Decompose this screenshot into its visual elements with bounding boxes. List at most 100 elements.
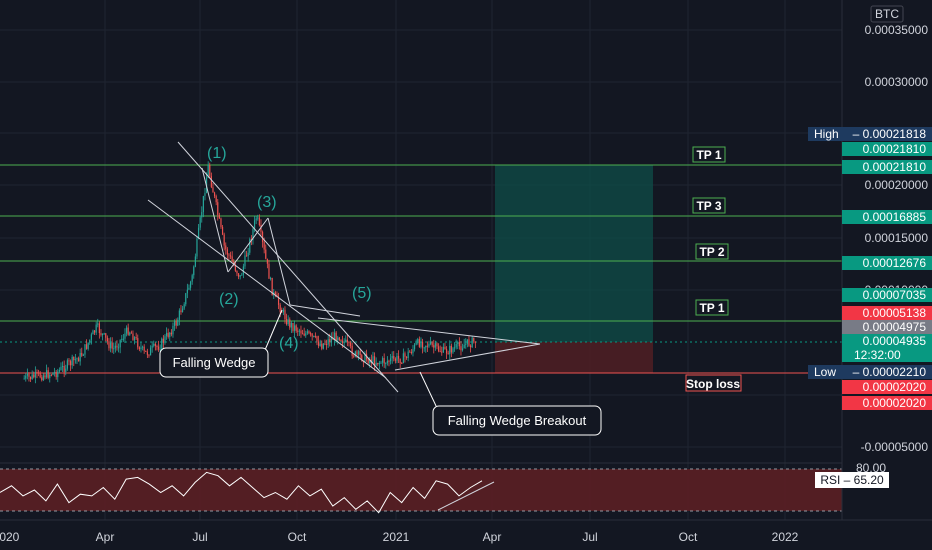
price-tag-value: – 0.00002210	[853, 365, 927, 379]
candle	[143, 346, 145, 351]
candle	[90, 334, 92, 340]
candle	[367, 359, 369, 364]
candle	[325, 344, 328, 346]
candle	[329, 339, 331, 343]
candle	[298, 330, 300, 332]
candle	[415, 343, 417, 345]
candle	[295, 325, 297, 331]
candle	[188, 287, 190, 290]
wave-label-2: (2)	[219, 291, 239, 308]
candle	[322, 343, 324, 349]
svg-text:Stop loss: Stop loss	[686, 377, 740, 391]
tp2-label: TP 2	[695, 243, 729, 260]
candle	[141, 346, 144, 348]
candle	[284, 309, 286, 320]
candle	[132, 333, 134, 341]
candlestick-series	[23, 161, 476, 384]
price-tag-value: – 0.00021818	[853, 127, 927, 141]
candle	[417, 339, 419, 344]
svg-text:TP 3: TP 3	[696, 199, 721, 213]
candle	[340, 339, 342, 341]
candle	[65, 368, 67, 372]
candle	[449, 345, 451, 355]
candle	[223, 234, 225, 246]
candle	[29, 376, 32, 379]
candle	[125, 327, 128, 334]
candle	[57, 371, 59, 378]
candle	[68, 360, 70, 362]
candle	[429, 342, 432, 344]
candle	[266, 258, 268, 264]
candle	[439, 351, 441, 353]
y-tick: 0.00030000	[865, 75, 929, 89]
price-tag-value: 0.00021810	[863, 142, 927, 156]
candle	[465, 343, 467, 345]
candle	[117, 347, 120, 349]
x-tick: Apr	[96, 530, 115, 544]
candle	[314, 335, 316, 337]
candle	[308, 331, 310, 334]
candle	[450, 345, 452, 353]
candle	[202, 195, 204, 213]
candle	[103, 333, 105, 335]
y-tick: 0.00015000	[865, 231, 929, 245]
candle	[301, 333, 304, 335]
candle	[388, 360, 390, 362]
candle	[201, 212, 203, 218]
candle	[364, 353, 366, 363]
candle	[76, 358, 78, 360]
price-tag-value: 0.00012676	[863, 256, 927, 270]
candle	[255, 218, 257, 221]
candle	[167, 332, 169, 337]
candle	[370, 359, 372, 363]
candle	[249, 239, 251, 253]
callout-breakout[interactable]: Falling Wedge Breakout	[419, 371, 602, 436]
candle	[468, 339, 470, 346]
wave-label-1: (1)	[207, 145, 227, 162]
candle	[290, 322, 292, 328]
price-tag-value: 0.00002020	[863, 380, 927, 394]
candle	[253, 220, 256, 229]
candle	[239, 275, 241, 277]
price-tag-box	[808, 365, 932, 379]
price-tag-value: 0.00016885	[863, 210, 927, 224]
candle	[221, 226, 224, 235]
candle	[433, 345, 435, 348]
candle	[31, 374, 33, 379]
price-axis[interactable]: BTC 0.00035000 0.00030000 0.00020000 0.0…	[808, 0, 932, 550]
candle	[84, 344, 86, 355]
candle	[156, 346, 158, 348]
candle	[268, 263, 270, 279]
candle	[405, 356, 408, 358]
candle	[412, 349, 414, 354]
candle	[137, 338, 139, 348]
tp1-label: TP 1	[695, 299, 729, 316]
candle	[337, 337, 339, 341]
callout-falling-wedge[interactable]: Falling Wedge	[159, 309, 283, 378]
price-tag-box	[842, 142, 932, 156]
candle	[452, 348, 454, 353]
candle	[130, 332, 132, 334]
candle	[58, 370, 60, 372]
candle	[42, 375, 44, 381]
candle	[386, 360, 388, 364]
time-axis[interactable]: 2020 Apr Jul Oct 2021 Apr Jul Oct 2022	[0, 519, 932, 550]
y-tick: 0.00035000	[865, 23, 929, 37]
candle	[218, 214, 220, 219]
x-tick: Oct	[288, 530, 307, 544]
candle	[79, 352, 81, 362]
svg-text:TP 1: TP 1	[699, 301, 724, 315]
candle	[361, 355, 363, 361]
candle	[394, 358, 396, 361]
candle	[233, 261, 235, 265]
rsi-trendline	[437, 481, 495, 511]
candle	[87, 342, 89, 349]
rsi-top-tick: 80.00	[856, 461, 886, 475]
candle	[95, 324, 97, 333]
rsi-line	[0, 471, 483, 514]
candle	[404, 353, 406, 357]
candle	[45, 370, 48, 378]
candle	[127, 327, 129, 335]
candle	[77, 358, 80, 362]
